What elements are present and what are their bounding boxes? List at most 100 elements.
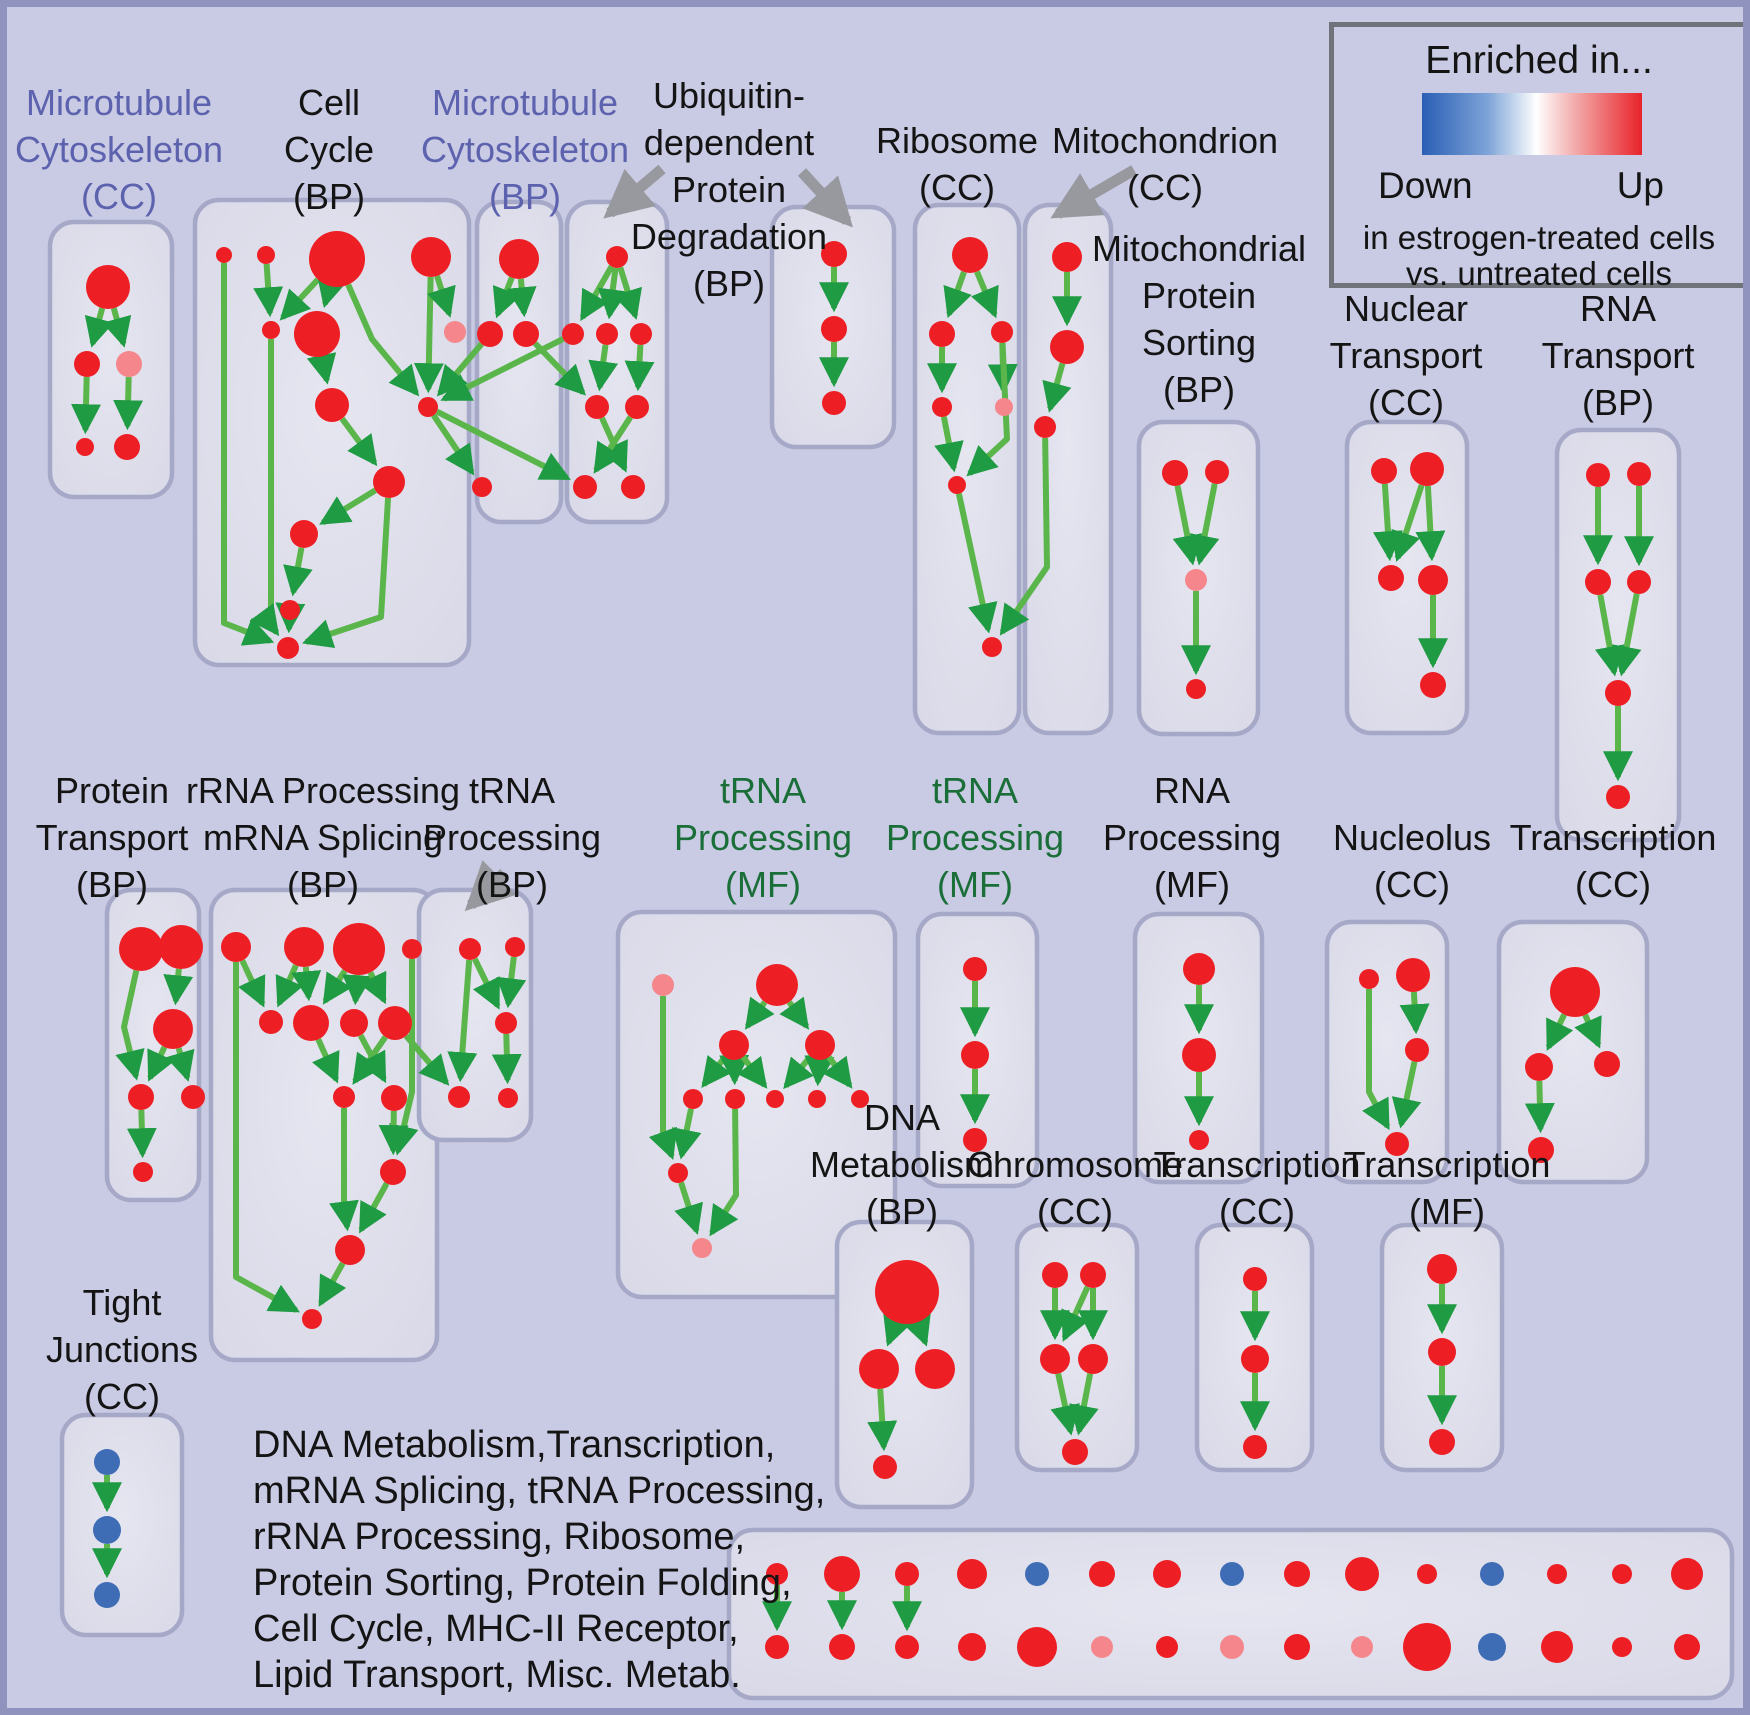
go-node <box>821 316 847 342</box>
edge-arrow <box>648 996 678 1161</box>
edge-arrow <box>955 493 998 634</box>
edge-arrow <box>999 437 1050 636</box>
collapsed-categories-note-line: DNA Metabolism,Transcription, <box>253 1424 776 1466</box>
go-node <box>1284 1634 1310 1660</box>
cluster-label-rna-transport-bp: RNA Transport (BP) <box>1308 285 1743 426</box>
go-node <box>294 311 340 357</box>
cluster-label-line: Protein <box>671 169 787 210</box>
cluster-label-rna-processing-mf: RNA Processing (MF) <box>882 767 1502 908</box>
edge-arrow <box>291 966 322 1002</box>
edge-arrow <box>249 339 280 637</box>
label-pointer-arrow <box>464 860 517 912</box>
edge-arrow <box>431 413 475 476</box>
edge-arrow <box>779 996 810 1030</box>
edge-arrow <box>491 1033 522 1085</box>
go-node <box>991 321 1013 343</box>
cluster-label-microtubule-cytoskeleton-cc: Microtubule Cytoskeleton (CC) <box>7 79 429 220</box>
go-node <box>216 247 232 263</box>
cluster-label-line: (BP) <box>866 1191 938 1232</box>
go-node <box>1478 1633 1506 1661</box>
go-node <box>932 397 952 417</box>
cluster-label-line: Degradation <box>630 216 828 257</box>
go-node <box>1410 452 1444 486</box>
go-node <box>873 1455 897 1479</box>
cluster-label-line: (BP) <box>76 864 148 905</box>
cluster-label-transcription-mf: Transcription (MF) <box>1137 1141 1743 1235</box>
go-node <box>119 927 163 971</box>
go-node <box>116 351 142 377</box>
edge-arrow <box>126 1109 157 1159</box>
edge-arrow <box>624 344 655 392</box>
cluster-box-mtcc <box>47 219 175 500</box>
go-node <box>948 476 966 494</box>
go-node <box>1182 1038 1216 1072</box>
collapsed-categories-note-line: rRNA Processing, Ribosome, <box>253 1516 746 1558</box>
go-node <box>1385 1132 1409 1156</box>
cluster-label-cell-cycle-bp: Cell Cycle (BP) <box>19 79 639 220</box>
go-node <box>585 395 609 419</box>
go-node <box>335 1235 365 1265</box>
go-node <box>1396 958 1430 992</box>
cluster-label-mitochondrial-protein-sorting-bp: Mitochondrial Protein Sorting (BP) <box>889 225 1509 413</box>
go-node <box>1042 1262 1068 1288</box>
edge-arrow <box>934 416 964 473</box>
cluster-label-microtubule-cytoskeleton-bp: Microtubule Cytoskeleton (BP) <box>215 79 835 220</box>
go-node <box>895 1635 919 1659</box>
go-node <box>513 321 539 347</box>
edge-arrow <box>506 278 537 318</box>
go-node <box>498 1088 518 1108</box>
cluster-label-line: Junctions <box>45 1329 199 1370</box>
go-node <box>181 1085 205 1109</box>
go-node <box>958 1633 986 1661</box>
edge-arrow <box>279 277 321 321</box>
go-node <box>94 1449 120 1475</box>
edge-arrow <box>1545 1013 1574 1051</box>
go-node <box>621 475 645 499</box>
cluster-label-line: Microtubule <box>25 82 213 123</box>
cluster-label-rrna-processing-mrna-splicing-bp: rRNA Processing mRNA Splicing (BP) <box>13 767 633 908</box>
legend-gradient-bar <box>1422 93 1642 155</box>
go-node <box>1547 1564 1567 1584</box>
edge-arrow <box>1362 989 1391 1131</box>
go-node <box>277 637 299 659</box>
edge-arrow <box>1611 593 1642 677</box>
go-node <box>1359 969 1379 989</box>
cluster-label-line: Protein <box>54 770 170 811</box>
go-node <box>333 923 385 975</box>
go-node <box>1183 953 1215 985</box>
edge-arrow <box>427 275 456 318</box>
edge-arrow <box>71 376 102 435</box>
cluster-label-line: (BP) <box>1163 369 1235 410</box>
edge-arrow <box>115 969 145 1081</box>
go-node <box>280 600 300 620</box>
cluster-label-line: (CC) <box>84 1376 160 1417</box>
collapsed-categories-note-line: Protein Sorting, Protein Folding, <box>253 1562 792 1604</box>
cluster-label-line: Chromosome <box>966 1144 1184 1185</box>
cluster-label-line: (BP) <box>693 263 765 304</box>
edge-arrow <box>902 1313 931 1347</box>
go-node <box>952 237 988 273</box>
go-node <box>1627 462 1651 486</box>
go-node <box>1627 570 1651 594</box>
go-node <box>822 391 846 415</box>
go-node <box>963 1128 987 1152</box>
go-node <box>766 1563 788 1585</box>
go-node <box>1241 1345 1269 1373</box>
cluster-label-trna-processing-bp: tRNA Processing (BP) <box>202 767 822 908</box>
cluster-label-line: Nucleolus <box>1332 817 1492 858</box>
nodes-layer <box>74 231 1703 1671</box>
edge-arrow <box>318 1261 347 1307</box>
go-node <box>1671 1558 1703 1590</box>
edge-arrow <box>147 1045 175 1082</box>
edge-arrow <box>492 276 521 319</box>
go-node <box>1427 1254 1457 1284</box>
go-node <box>1612 1637 1632 1657</box>
go-node <box>1378 565 1404 591</box>
cluster-label-line: (BP) <box>287 864 359 905</box>
edge-arrow <box>532 341 586 396</box>
go-node <box>652 974 674 996</box>
annotation-arrows-layer <box>464 164 1137 912</box>
go-node <box>1153 1560 1181 1588</box>
go-node <box>719 1030 749 1060</box>
cluster-label-line: (BP) <box>476 864 548 905</box>
